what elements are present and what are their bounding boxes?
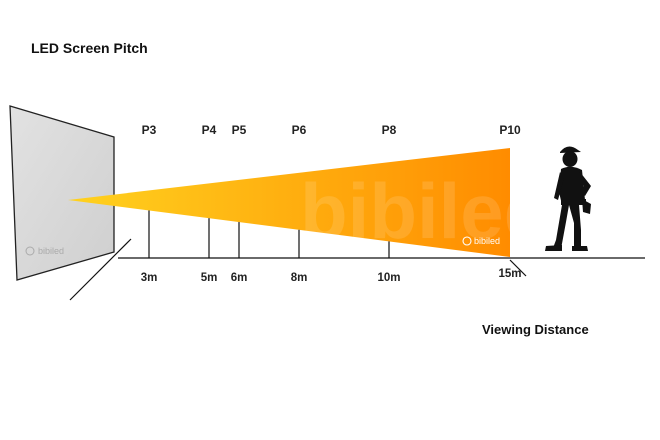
distance-label-3m: 3m [141,272,158,284]
construction-worker-silhouette-icon [545,146,591,251]
screen-watermark-logo: bibiled [25,246,64,256]
screen-watermark-text: bibiled [38,246,64,256]
perspective-floor-line [69,238,132,301]
pitch-label-p8: P8 [382,123,397,137]
cone-logo-text: bibiled [474,236,500,246]
pitch-label-p3: P3 [142,123,157,137]
diagram-title: LED Screen Pitch [31,40,148,56]
viewing-distance-label: Viewing Distance [482,322,589,337]
pitch-label-p5: P5 [232,123,247,137]
distance-label-6m: 6m [231,272,248,284]
pitch-label-p6: P6 [292,123,307,137]
distance-label-15m: 15m [498,268,521,280]
pitch-markers: P3 3m P4 5m P5 6m P6 8m P8 10m P10 15m [141,123,522,284]
cone-watermark-text: bibiled [300,167,551,255]
pitch-label-p10: P10 [499,123,521,137]
distance-label-10m: 10m [377,272,400,284]
cone-end-diagonal [509,259,527,277]
pitch-label-p4: P4 [202,123,217,137]
distance-label-5m: 5m [201,272,218,284]
led-screen-panel [9,105,115,281]
viewing-cone [68,148,510,257]
distance-label-8m: 8m [291,272,308,284]
bibiled-logo-icon: bibiled [462,236,500,246]
